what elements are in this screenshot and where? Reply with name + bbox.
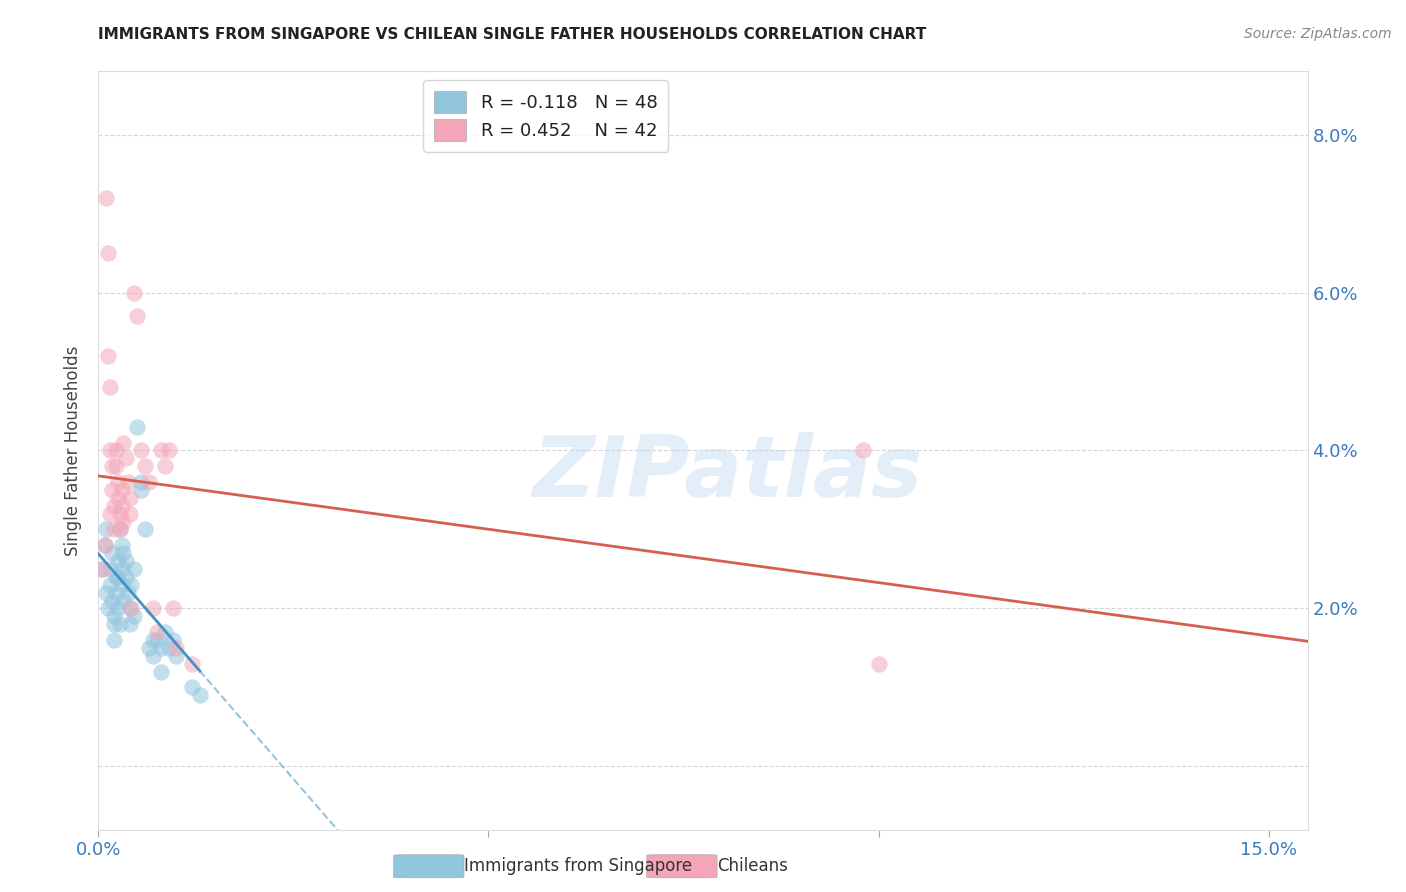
Point	[101, 593, 124, 607]
Point	[91, 562, 114, 576]
Point	[138, 640, 160, 655]
Point	[97, 246, 120, 260]
Point	[112, 515, 135, 529]
Point	[103, 609, 125, 624]
Point	[131, 483, 153, 497]
Text: Chileans: Chileans	[717, 857, 787, 875]
Text: Immigrants from Singapore: Immigrants from Singapore	[464, 857, 692, 875]
Point	[114, 554, 136, 568]
Point	[104, 443, 127, 458]
Point	[146, 633, 169, 648]
Point	[112, 593, 135, 607]
Point	[111, 499, 134, 513]
Point	[97, 349, 120, 363]
Point	[101, 546, 124, 560]
Point	[134, 523, 156, 537]
Point	[165, 648, 187, 663]
Point	[162, 633, 184, 648]
Point	[157, 640, 180, 655]
Point	[122, 562, 145, 576]
Point	[142, 648, 165, 663]
Point	[868, 657, 890, 671]
Point	[142, 633, 165, 648]
Point	[111, 562, 134, 576]
Point	[97, 601, 120, 615]
Legend: R = -0.118   N = 48, R = 0.452    N = 42: R = -0.118 N = 48, R = 0.452 N = 42	[423, 80, 668, 152]
Point	[120, 578, 142, 592]
Point	[107, 491, 129, 505]
Point	[127, 419, 149, 434]
Text: IMMIGRANTS FROM SINGAPORE VS CHILEAN SINGLE FATHER HOUSEHOLDS CORRELATION CHART: IMMIGRANTS FROM SINGAPORE VS CHILEAN SIN…	[98, 27, 927, 42]
Point	[93, 538, 115, 552]
Point	[188, 688, 211, 702]
Point	[146, 625, 169, 640]
Point	[142, 601, 165, 615]
Point	[111, 483, 134, 497]
Point	[118, 491, 141, 505]
Point	[181, 681, 204, 695]
Point	[91, 562, 114, 576]
FancyBboxPatch shape	[647, 855, 717, 878]
Point	[138, 475, 160, 489]
Point	[112, 435, 135, 450]
Point	[101, 483, 124, 497]
FancyBboxPatch shape	[394, 855, 464, 878]
Text: Source: ZipAtlas.com: Source: ZipAtlas.com	[1244, 27, 1392, 41]
Point	[120, 601, 142, 615]
Point	[107, 475, 129, 489]
Point	[149, 665, 172, 679]
Point	[122, 285, 145, 300]
Point	[114, 570, 136, 584]
Point	[122, 609, 145, 624]
Point	[181, 657, 204, 671]
Point	[111, 538, 134, 552]
Text: ZIPatlas: ZIPatlas	[531, 432, 922, 515]
Point	[98, 562, 121, 576]
Point	[98, 507, 121, 521]
Point	[131, 443, 153, 458]
Point	[162, 601, 184, 615]
Point	[98, 380, 121, 394]
Y-axis label: Single Father Households: Single Father Households	[65, 345, 83, 556]
Point	[110, 617, 132, 632]
Point	[852, 443, 875, 458]
Point	[117, 585, 139, 599]
Point	[96, 191, 118, 205]
Point	[165, 640, 187, 655]
Point	[107, 554, 129, 568]
Point	[104, 459, 127, 474]
Point	[107, 601, 129, 615]
Point	[98, 578, 121, 592]
Point	[103, 617, 125, 632]
Point	[103, 633, 125, 648]
Point	[101, 459, 124, 474]
Point	[104, 585, 127, 599]
Point	[93, 538, 115, 552]
Point	[117, 475, 139, 489]
Point	[118, 507, 141, 521]
Point	[98, 443, 121, 458]
Point	[118, 617, 141, 632]
Point	[103, 499, 125, 513]
Point	[149, 443, 172, 458]
Point	[103, 523, 125, 537]
Point	[118, 601, 141, 615]
Point	[134, 459, 156, 474]
Point	[110, 507, 132, 521]
Point	[107, 570, 129, 584]
Point	[110, 523, 132, 537]
Point	[114, 451, 136, 466]
Point	[149, 640, 172, 655]
Point	[96, 523, 118, 537]
Point	[157, 443, 180, 458]
Point	[104, 570, 127, 584]
Point	[96, 585, 118, 599]
Point	[110, 523, 132, 537]
Point	[153, 625, 176, 640]
Point	[153, 459, 176, 474]
Point	[112, 546, 135, 560]
Point	[131, 475, 153, 489]
Point	[127, 309, 149, 323]
Point	[111, 578, 134, 592]
